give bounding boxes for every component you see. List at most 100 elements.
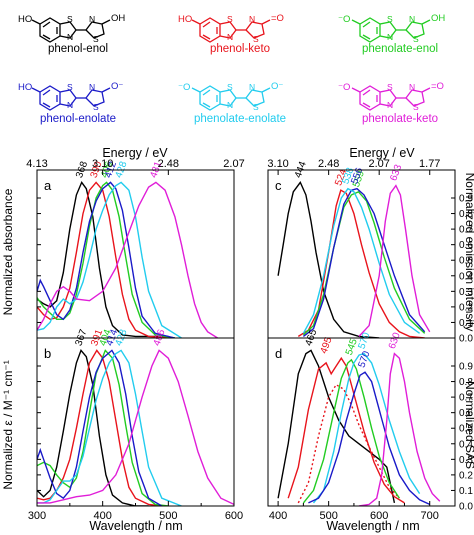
- peak-label-phenol-keto: 524: [333, 167, 349, 187]
- double-bond: [202, 89, 211, 96]
- series-line-phenolate-keto: [358, 352, 441, 506]
- top-tick-label: 2.07: [368, 158, 389, 170]
- top-tick-label: 2.48: [158, 158, 179, 170]
- series-line-phenolate-enol: [302, 190, 426, 336]
- right-bond: [421, 19, 431, 25]
- right-group-label: OH: [111, 13, 125, 24]
- xtick-label: 600: [225, 510, 243, 522]
- substituent-label: HO: [178, 14, 192, 25]
- panel-letter: b: [44, 346, 51, 361]
- substituent-bond: [191, 87, 201, 93]
- series-line-phenol-enolate: [308, 371, 430, 506]
- series-line-phenolate-keto: [37, 181, 218, 338]
- double-bond: [42, 21, 51, 28]
- right-bond: [261, 87, 271, 93]
- structure-label: phenol-enol: [48, 43, 108, 55]
- atom-label-n: N: [67, 100, 73, 110]
- substituent-bond: [191, 19, 201, 25]
- atom-label-s: S: [93, 102, 99, 112]
- series-line-phenol-keto: [287, 356, 405, 504]
- atom-label-n: N: [249, 82, 255, 92]
- ylabel-d: Normalized SAS: [463, 381, 474, 469]
- panel-d: 465 495 545570570630d0.00.10.20.30.40.50.6…: [267, 328, 473, 522]
- structure-label: phenolate-enolate: [194, 113, 286, 125]
- series-line-phenol-enol: [277, 181, 380, 338]
- xtick-label: 400: [269, 510, 287, 522]
- ytick-label: 0.2: [459, 302, 473, 313]
- atom-label-n: N: [387, 100, 393, 110]
- substituent-bond: [351, 87, 361, 93]
- structure-label: phenolate-enol: [362, 43, 438, 55]
- xlabel-left: Wavelength / nm: [89, 519, 182, 533]
- xtick-label: 400: [93, 510, 111, 522]
- right-group-label: =O: [431, 81, 444, 92]
- atom-label-n: N: [409, 14, 415, 24]
- double-bond: [42, 102, 51, 108]
- structure-phenol-keto: HO =OSN SN: [178, 13, 284, 44]
- series-line-phenol-keto: [297, 189, 425, 338]
- right-bond: [101, 87, 111, 93]
- ytick-label: 0.0: [459, 502, 473, 513]
- structure-phenol-enolate: HO O⁻SN SN: [18, 81, 123, 112]
- right-bond: [421, 87, 431, 93]
- structure-label: phenol-enolate: [40, 113, 116, 125]
- top-tick-label: 3.10: [267, 158, 288, 170]
- thiazoline-ring: [85, 21, 105, 39]
- series-line-phenolate-enol: [37, 181, 176, 338]
- atom-label-n: N: [67, 32, 73, 42]
- atom-label-n: N: [227, 32, 233, 42]
- top-tick-label: 2.48: [318, 158, 339, 170]
- xtick-label: 500: [319, 510, 337, 522]
- substituent-bond: [31, 19, 41, 25]
- double-bond: [362, 21, 371, 28]
- double-bond: [202, 102, 211, 108]
- right-group-label: O⁻: [271, 81, 283, 92]
- thiazoline-ring: [85, 89, 105, 107]
- substituent-label: HO: [18, 14, 32, 25]
- ytick-label: 0.9: [459, 194, 473, 205]
- atom-label-n: N: [89, 14, 95, 24]
- right-bond: [261, 19, 271, 25]
- structure-label: phenol-keto: [210, 43, 270, 55]
- ytick-label: 0.2: [459, 470, 473, 481]
- atom-label-s: S: [67, 14, 73, 24]
- atom-label-s: S: [93, 34, 99, 44]
- peak-label-phenol-keto: 495: [319, 335, 335, 355]
- ytick-label: 0.4: [459, 439, 473, 450]
- right-group-label: =O: [271, 13, 284, 24]
- substituent-bond: [351, 19, 361, 25]
- series-line-phenolate-enolate: [312, 352, 421, 504]
- peak-label-phenolate-enolate: 538: [340, 166, 356, 186]
- series-line-phenol-enolate: [302, 187, 426, 337]
- atom-label-n: N: [249, 14, 255, 24]
- series-line-phenolate-enolate: [302, 187, 421, 334]
- peak-label-phenolate-keto: 630: [387, 331, 403, 351]
- ytick-label: 0.6: [459, 408, 473, 419]
- ytick-label: 0.3: [459, 287, 473, 298]
- double-bond: [362, 89, 371, 96]
- atom-label-s: S: [387, 14, 393, 24]
- peak-label-phenol-enolate: 556: [349, 166, 365, 186]
- top-tick-label: 1.77: [419, 158, 440, 170]
- series-line-phenol-enol: [37, 180, 169, 338]
- panel-letter: a: [44, 178, 52, 193]
- double-bond: [362, 34, 371, 40]
- substituent-bond: [31, 87, 41, 93]
- thiazoline-ring: [245, 89, 265, 107]
- double-bond: [202, 21, 211, 28]
- series-line-phenolate-enolate: [37, 181, 182, 338]
- peak-label-phenolate-enolate: 570: [357, 331, 373, 351]
- structure-phenolate-keto: ⁻O =OSN SN: [338, 81, 444, 112]
- right-bond: [101, 19, 111, 25]
- series-line-phenolate-enolate: [37, 349, 182, 506]
- top-tick-label: 4.13: [26, 158, 47, 170]
- ytick-label: 0.8: [459, 209, 473, 220]
- peak-label-phenol-enolate: 570: [357, 349, 373, 369]
- atom-label-n: N: [387, 32, 393, 42]
- series-line-phenol-enol: [37, 349, 149, 506]
